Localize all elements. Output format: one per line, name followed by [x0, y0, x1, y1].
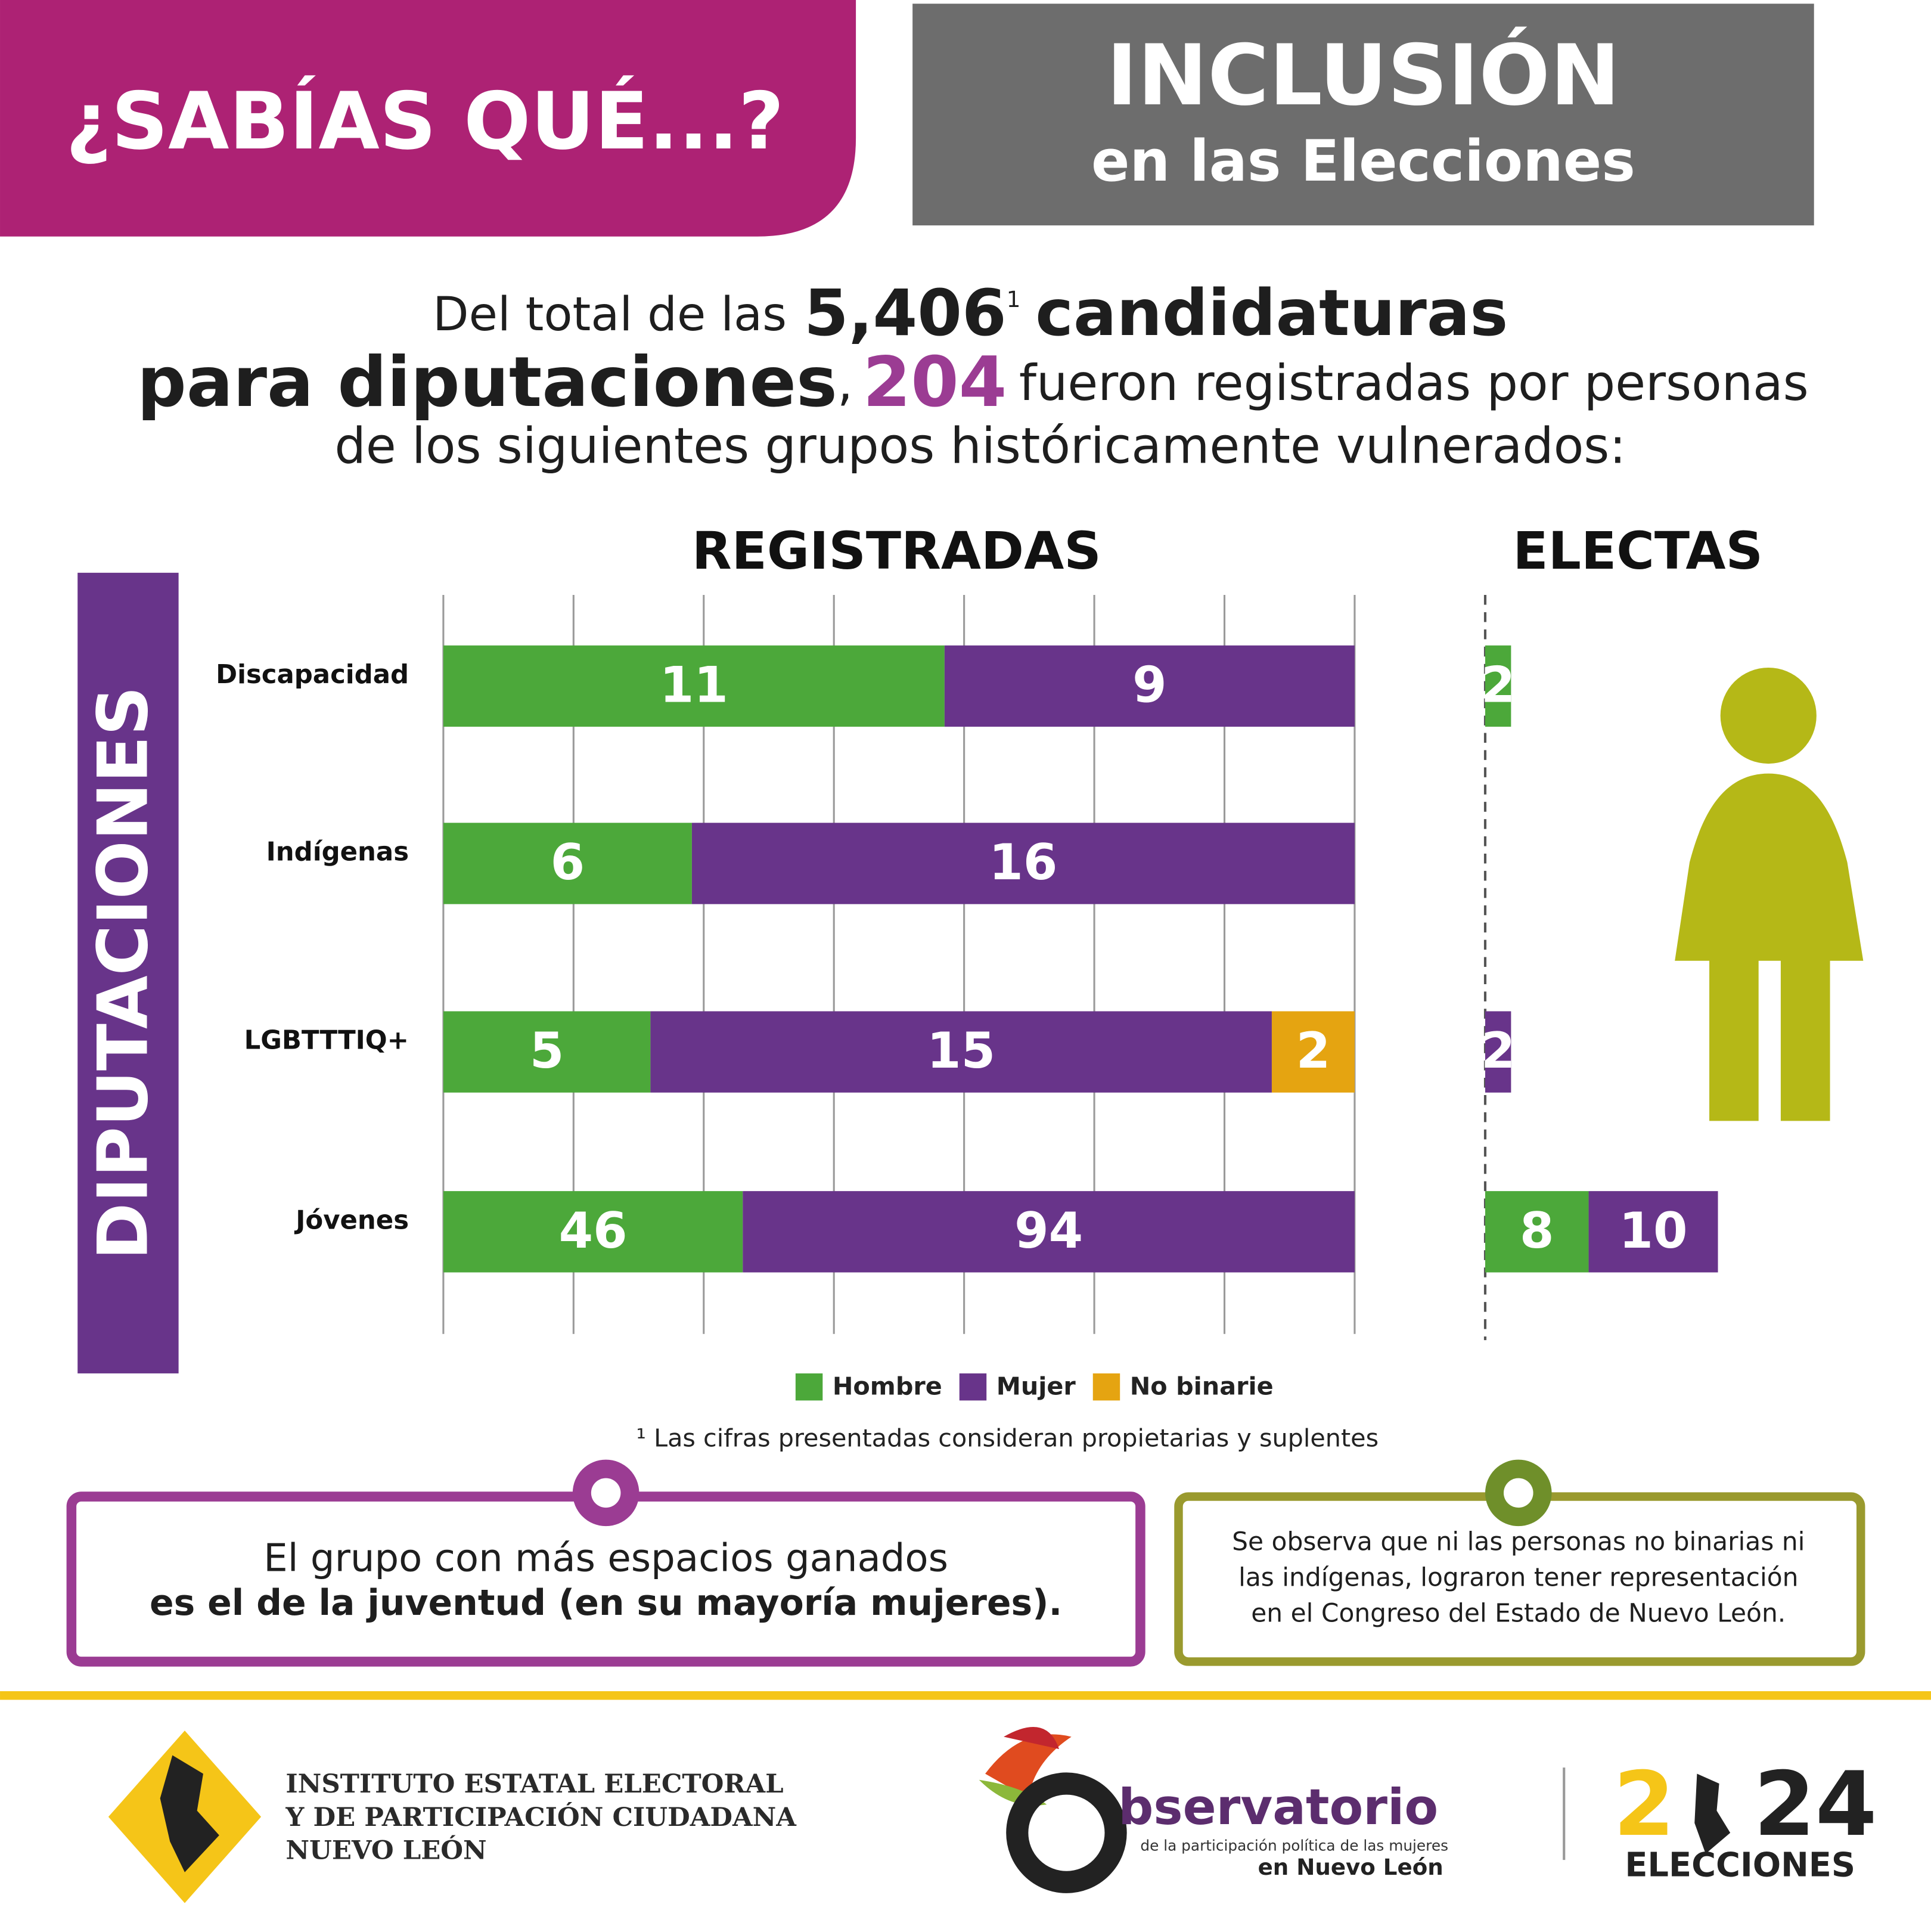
bar-segment: [691, 823, 1355, 904]
bar-label: 2: [1481, 1022, 1516, 1080]
legend-label: Mujer: [996, 1372, 1076, 1401]
note-text: las indígenas, lograron tener representa…: [1238, 1563, 1798, 1592]
note-dot: [1503, 1478, 1533, 1508]
intro-text: Del total de las: [433, 287, 787, 342]
bar-label: 10: [1619, 1202, 1688, 1260]
intro-count: 204: [863, 343, 1007, 423]
title-bg: [912, 4, 1814, 226]
category-label: Discapacidad: [216, 660, 409, 690]
person-icon: [1720, 667, 1817, 764]
badge: ¿SABÍAS QUÉ...?: [66, 75, 784, 168]
bar-label: 2: [1481, 657, 1516, 714]
bar-label: 2: [1296, 1022, 1331, 1080]
bar-segment: [443, 1191, 743, 1273]
logo-shape: [1004, 1726, 1060, 1750]
logo-shape: [985, 1734, 1072, 1798]
note-text: El grupo con más espacios ganados: [263, 1537, 948, 1581]
bar-label: 5: [530, 1022, 564, 1080]
bar-label: 16: [989, 834, 1057, 891]
category-label: Jóvenes: [294, 1205, 409, 1235]
bar-segment: [1588, 1191, 1718, 1273]
bar-segment: [1485, 1011, 1511, 1093]
observatorio-place: en Nuevo León: [1258, 1854, 1443, 1880]
note-text: en el Congreso del Estado de Nuevo León.: [1251, 1598, 1786, 1627]
institute-line: Y DE PARTICIPACIÓN CIUDADANA: [285, 1802, 797, 1832]
note-text: Se observa que ni las personas no binari…: [1232, 1527, 1805, 1556]
intro-text: fueron registradas por personas: [1019, 355, 1809, 412]
intro-line: para diputaciones, 204 fueron registradas …: [137, 343, 1809, 423]
intro-line: Del total de las 5,4061 candidaturas: [433, 276, 1508, 351]
elections: ELECCIONES: [1625, 1846, 1855, 1885]
title: INCLUSIÓN: [1106, 26, 1620, 125]
bar-segment: [443, 1011, 651, 1093]
bar-segment: [443, 823, 692, 904]
bar-segment: [443, 645, 945, 727]
bar-segment: [1485, 1191, 1589, 1273]
panel-title: REGISTRADAS: [692, 521, 1101, 581]
bar-label: 46: [559, 1202, 628, 1260]
bar-label: 9: [1132, 657, 1167, 714]
note-dot: [591, 1478, 621, 1508]
bar-label: 94: [1014, 1202, 1083, 1260]
intro-text: para diputaciones: [137, 343, 837, 423]
side-label: DIPUTACIONES: [84, 686, 164, 1260]
divider: [0, 1691, 1931, 1700]
bar-label: 11: [660, 657, 728, 714]
intro-line: de los siguientes grupos históricamente …: [334, 418, 1626, 475]
person-icon: [1675, 773, 1864, 1121]
category-label: Indígenas: [266, 837, 409, 867]
bar-label: 15: [927, 1022, 995, 1080]
legend-label: No binarie: [1130, 1372, 1274, 1401]
observatorio-tagline: de la participación política de las muje…: [1140, 1837, 1448, 1854]
bar-label: 6: [551, 834, 585, 891]
logo-shape: [1006, 1772, 1127, 1893]
bar-segment: [1271, 1011, 1355, 1093]
bar-segment: [743, 1191, 1355, 1273]
chart: Discapacidad Indígenas LGBTTTIQ+ Jóvenes REG…: [216, 521, 1763, 1453]
badge-bg: [0, 0, 856, 237]
intro-total: 5,406: [804, 276, 1007, 351]
intro-text: ,: [837, 355, 853, 412]
intro-text: candidaturas: [1035, 276, 1508, 351]
intro-note: 1: [1007, 286, 1021, 312]
institute-line: NUEVO LEÓN: [285, 1835, 486, 1866]
bar-segment: [1485, 645, 1511, 727]
year-end: 24: [1753, 1753, 1877, 1856]
observatorio-name: bservatorio: [1118, 1779, 1438, 1836]
legend-label: Hombre: [833, 1372, 942, 1401]
legend-swatch: [959, 1373, 987, 1401]
institute-line: INSTITUTO ESTATAL ELECTORAL: [285, 1769, 783, 1799]
bar-label: 8: [1520, 1202, 1554, 1260]
bar-segment: [944, 645, 1355, 727]
year-start: 2: [1613, 1753, 1675, 1856]
legend-swatch: [795, 1373, 823, 1401]
logo-shape: [160, 1755, 219, 1872]
panel-title: ELECTAS: [1513, 521, 1763, 581]
category-label: LGBTTTIQ+: [244, 1026, 409, 1056]
legend-swatch: [1092, 1373, 1120, 1401]
bar-segment: [650, 1011, 1272, 1093]
note-text: es el de la juventud (en su mayoría muje…: [150, 1582, 1062, 1624]
footnote: ¹ Las cifras presentadas consideran prop…: [636, 1424, 1379, 1453]
side-label-bg: [77, 572, 179, 1373]
logo-shape: [1694, 1773, 1731, 1854]
subtitle: en las Elecciones: [1091, 129, 1635, 194]
